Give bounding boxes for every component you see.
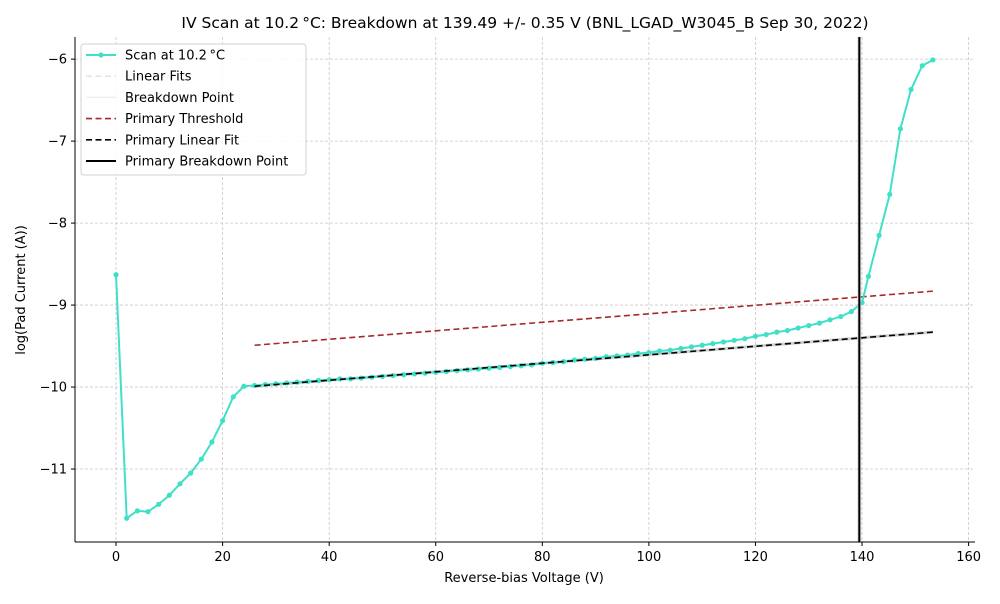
legend-label: Primary Threshold (125, 112, 243, 127)
scan-point (699, 342, 705, 348)
scan-point (113, 272, 119, 278)
y-tick-label: −10 (40, 381, 67, 396)
scan-point (930, 57, 936, 63)
scan-point (838, 313, 844, 320)
scan-point (784, 327, 791, 334)
legend-entry: Primary Threshold (86, 112, 243, 127)
scan-point (177, 481, 183, 487)
scan-point (763, 331, 769, 338)
scan-point (401, 372, 407, 378)
x-tick-label: 80 (534, 550, 551, 565)
scan-point (166, 492, 172, 498)
scan-point (919, 63, 925, 69)
scan-point (908, 86, 914, 93)
legend-entry: Breakdown Point (86, 91, 234, 106)
x-tick-label: 60 (427, 550, 444, 565)
x-tick-label: 20 (214, 550, 231, 565)
legend-label: Primary Breakdown Point (125, 155, 288, 170)
scan-point (887, 191, 893, 198)
chart-title: IV Scan at 10.2 °C: Breakdown at 139.49 … (181, 14, 868, 33)
scan-point (561, 359, 567, 365)
scan-point (209, 439, 215, 445)
scan-point (230, 394, 236, 400)
x-tick-label: 120 (743, 550, 768, 565)
scan-point (774, 329, 780, 335)
scan-point (865, 273, 872, 279)
scan-point (156, 501, 162, 507)
scan-point (646, 350, 652, 356)
scan-point (667, 347, 673, 353)
legend-entry: Linear Fits (86, 70, 192, 85)
scan-point (678, 345, 684, 352)
scan-point (571, 357, 577, 363)
y-tick-label: −6 (48, 53, 67, 68)
x-tick-label: 0 (112, 550, 120, 565)
y-axis-title: log(Pad Current (A)) (14, 225, 29, 355)
legend-entry: Scan at 10.2 °C (86, 49, 225, 64)
x-tick-label: 40 (321, 550, 338, 565)
legend-label: Linear Fits (125, 70, 192, 85)
x-tick-label: 100 (636, 550, 661, 565)
legend-entry: Primary Linear Fit (86, 133, 239, 148)
axes-layer: 0 20 40 60 80 100 120 140 160 −11 −10 −9 −8 −7 −6 (40, 37, 981, 565)
scan-point (635, 350, 641, 357)
legend-marker (98, 52, 104, 58)
legend: Scan at 10.2 °C Linear Fits Breakdown Poin… (80, 43, 307, 176)
scan-point (742, 336, 748, 342)
scan-point (134, 508, 140, 514)
scan-point (731, 337, 737, 343)
scan-point (656, 348, 663, 354)
y-tick-label: −9 (48, 299, 67, 314)
scan-point (220, 418, 226, 424)
scan-point (752, 333, 759, 339)
scan-point (305, 378, 311, 384)
scan-point (876, 232, 882, 238)
legend-entry: Primary Breakdown Point (86, 155, 288, 170)
scan-point (198, 456, 204, 462)
scan-point (897, 126, 903, 132)
scan-point (124, 515, 130, 521)
series-layer (113, 37, 936, 542)
x-axis-title: Reverse-bias Voltage (V) (444, 571, 604, 586)
legend-label: Scan at 10.2 °C (125, 49, 225, 64)
scan-point (497, 364, 503, 370)
scan-point (795, 325, 801, 331)
scan-point (720, 339, 727, 345)
scan-point (145, 509, 151, 515)
scan-point (688, 344, 695, 350)
y-tick-label: −8 (48, 217, 67, 232)
legend-label: Primary Linear Fit (125, 133, 239, 148)
legend-label: Breakdown Point (125, 91, 234, 106)
y-tick-label: −7 (48, 135, 67, 150)
scan-point (188, 470, 194, 476)
x-tick-label: 160 (956, 550, 981, 565)
scan-point (848, 309, 854, 315)
legend-box (80, 43, 307, 176)
scan-point (710, 341, 716, 347)
y-tick-label: −11 (40, 463, 67, 478)
scan-point (241, 383, 247, 389)
x-tick-label: 140 (850, 550, 875, 565)
scan-point (816, 320, 823, 326)
scan-point (806, 322, 812, 329)
scan-point (827, 317, 833, 323)
